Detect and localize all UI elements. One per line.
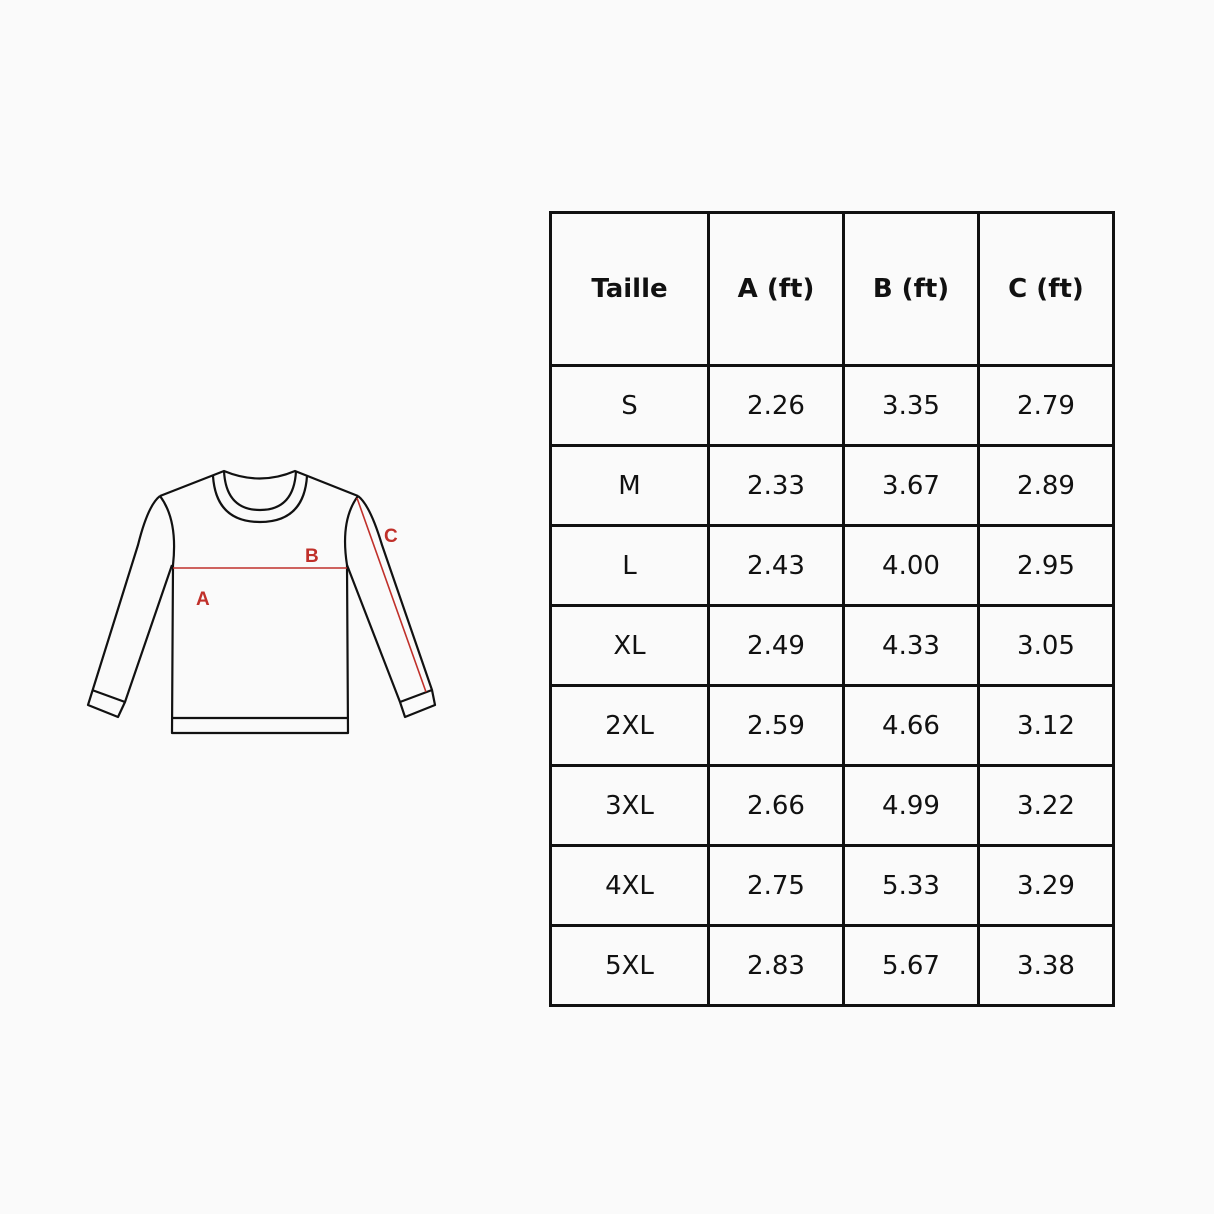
b-cell: 5.33: [842, 844, 980, 927]
c-cell: 3.22: [977, 764, 1115, 847]
b-cell: 3.35: [842, 364, 980, 447]
size-cell: 2XL: [549, 684, 710, 767]
sweater-outline: [86, 469, 437, 735]
table-row: S 2.26 3.35 2.79: [549, 364, 1115, 447]
b-cell: 5.67: [842, 924, 980, 1007]
label-c: C: [384, 526, 398, 547]
a-cell: 2.49: [707, 604, 845, 687]
size-cell: L: [549, 524, 710, 607]
b-cell: 4.66: [842, 684, 980, 767]
c-cell: 3.29: [977, 844, 1115, 927]
header-b: B (ft): [842, 211, 980, 367]
size-cell: 4XL: [549, 844, 710, 927]
c-cell: 2.79: [977, 364, 1115, 447]
size-cell: 5XL: [549, 924, 710, 1007]
label-b: B: [305, 546, 319, 567]
header-size: Taille: [549, 211, 710, 367]
header-row: Taille A (ft) B (ft) C (ft): [549, 211, 1115, 367]
header-a: A (ft): [707, 211, 845, 367]
a-cell: 2.26: [707, 364, 845, 447]
sweater-diagram: A B C: [86, 469, 437, 735]
table-row: XL 2.49 4.33 3.05: [549, 604, 1115, 687]
c-cell: 2.95: [977, 524, 1115, 607]
a-cell: 2.83: [707, 924, 845, 1007]
label-a: A: [196, 589, 210, 610]
b-cell: 4.99: [842, 764, 980, 847]
table-row: M 2.33 3.67 2.89: [549, 444, 1115, 527]
a-cell: 2.66: [707, 764, 845, 847]
a-cell: 2.43: [707, 524, 845, 607]
table-row: 2XL 2.59 4.66 3.12: [549, 684, 1115, 767]
size-table: Taille A (ft) B (ft) C (ft) S 2.26 3.35 2.7…: [549, 211, 1115, 1007]
table-row: L 2.43 4.00 2.95: [549, 524, 1115, 607]
b-cell: 4.33: [842, 604, 980, 687]
c-cell: 3.05: [977, 604, 1115, 687]
table-row: 4XL 2.75 5.33 3.29: [549, 844, 1115, 927]
size-cell: S: [549, 364, 710, 447]
table-row: 3XL 2.66 4.99 3.22: [549, 764, 1115, 847]
measure-line-c: [356, 497, 427, 693]
size-cell: 3XL: [549, 764, 710, 847]
b-cell: 3.67: [842, 444, 980, 527]
a-cell: 2.33: [707, 444, 845, 527]
c-cell: 3.38: [977, 924, 1115, 1007]
size-cell: XL: [549, 604, 710, 687]
a-cell: 2.59: [707, 684, 845, 767]
table-row: 5XL 2.83 5.67 3.38: [549, 924, 1115, 1007]
header-c: C (ft): [977, 211, 1115, 367]
size-cell: M: [549, 444, 710, 527]
c-cell: 3.12: [977, 684, 1115, 767]
b-cell: 4.00: [842, 524, 980, 607]
a-cell: 2.75: [707, 844, 845, 927]
c-cell: 2.89: [977, 444, 1115, 527]
